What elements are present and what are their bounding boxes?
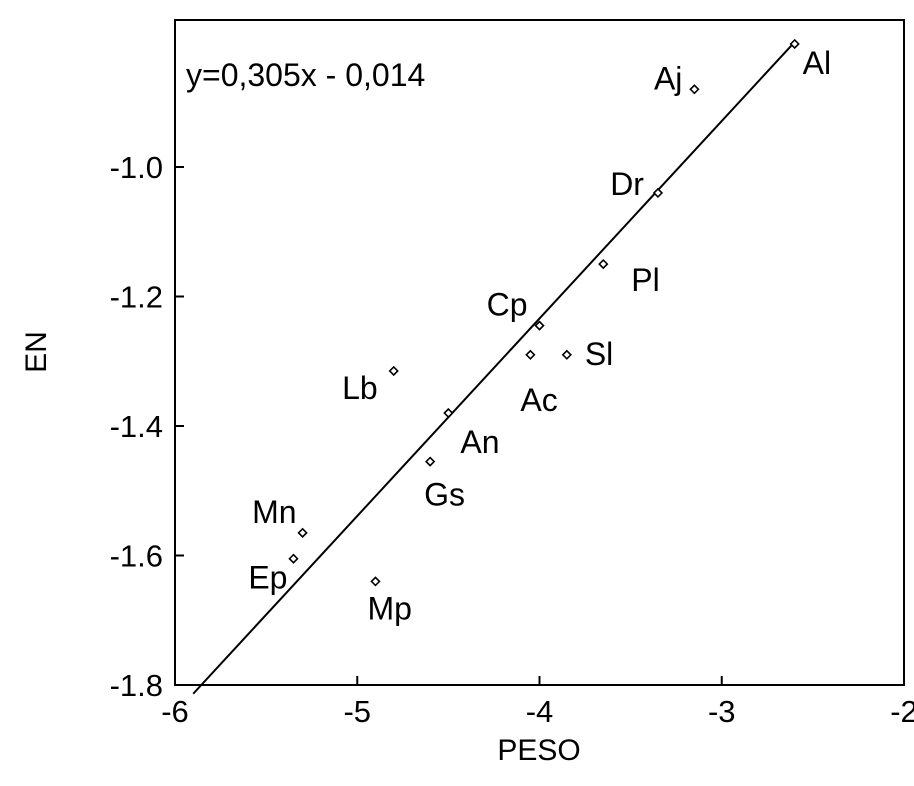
x-tick-label: -5	[343, 694, 371, 729]
point-label: Cp	[487, 287, 528, 323]
regression-line-group	[192, 41, 796, 695]
point-marker	[370, 576, 381, 587]
data-point-sl: Sl	[561, 336, 613, 372]
data-point-ac: Ac	[520, 349, 558, 418]
x-axis-label: PESO	[497, 734, 580, 767]
y-axis-ticks: -1.8 -1.6 -1.4 -1.2 -1.0	[110, 150, 184, 703]
data-point-al: Al	[789, 38, 831, 81]
point-label: Dr	[610, 166, 644, 202]
point-label: Mn	[252, 494, 296, 530]
x-tick-label: -2	[890, 694, 914, 729]
point-marker	[388, 365, 399, 377]
point-marker	[598, 258, 609, 270]
x-axis-ticks: -6 -5 -4 -3 -2	[161, 676, 914, 729]
data-point-lb: Lb	[342, 365, 399, 406]
point-marker	[288, 553, 299, 564]
point-marker	[789, 38, 800, 50]
point-label: An	[460, 424, 499, 460]
point-label: Al	[803, 45, 831, 81]
x-tick-label: -4	[526, 694, 554, 729]
x-tick-label: -3	[708, 694, 736, 729]
y-tick-label: -1.4	[110, 409, 163, 444]
point-label: Ep	[248, 560, 287, 596]
y-tick-label: -1.6	[110, 538, 163, 573]
data-point-dr: Dr	[610, 166, 664, 202]
point-label: Aj	[654, 60, 682, 96]
regression-equation: y=0,305x - 0,014	[186, 57, 425, 93]
point-marker	[652, 187, 664, 199]
point-marker	[689, 84, 700, 95]
point-marker	[561, 349, 572, 360]
data-points: Al Aj Dr Pl Cp Sl Ac Lb An Gs Mn Ep Mp	[248, 38, 831, 626]
data-point-pl: Pl	[598, 258, 660, 298]
data-point-aj: Aj	[654, 60, 700, 96]
data-point-gs: Gs	[424, 456, 465, 513]
point-label: Gs	[424, 477, 465, 513]
point-marker	[425, 456, 436, 467]
y-tick-label: -1.8	[110, 668, 163, 703]
point-marker	[525, 349, 536, 360]
regression-line	[192, 41, 796, 695]
point-label: Lb	[342, 370, 378, 406]
data-point-ep: Ep	[248, 553, 299, 596]
point-label: Sl	[585, 336, 613, 372]
point-label: Ac	[520, 382, 557, 418]
y-axis-label: EN	[20, 331, 53, 373]
data-point-mn: Mn	[252, 494, 308, 538]
point-label: Pl	[631, 262, 659, 298]
data-point-an: An	[443, 407, 500, 460]
data-point-cp: Cp	[487, 287, 545, 331]
y-tick-label: -1.2	[110, 279, 163, 314]
point-marker	[534, 320, 545, 331]
data-point-mp: Mp	[367, 576, 412, 626]
y-tick-label: -1.0	[110, 150, 163, 185]
point-marker	[297, 527, 308, 538]
point-marker	[443, 407, 454, 419]
x-tick-label: -6	[161, 694, 189, 729]
point-label: Mp	[367, 590, 411, 626]
